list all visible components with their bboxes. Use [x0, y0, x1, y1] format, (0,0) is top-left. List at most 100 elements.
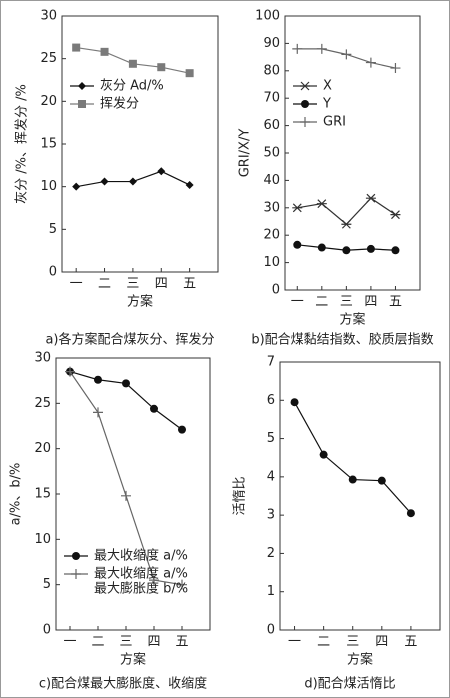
marker [377, 476, 386, 485]
marker [178, 425, 186, 434]
marker [157, 63, 166, 72]
y-tick-label: 20 [40, 94, 57, 109]
y-tick-label: 60 [263, 118, 280, 133]
legend-label: X [323, 79, 332, 94]
y-tick-label: 25 [40, 51, 57, 66]
marker [341, 49, 352, 60]
x-tick-label: 一 [288, 635, 301, 650]
legend-label: 挥发分 [100, 96, 139, 112]
y-tick-label: 3 [267, 508, 275, 523]
marker [72, 182, 81, 191]
series [65, 366, 187, 590]
x-tick-label: 三 [126, 277, 139, 292]
series [66, 367, 186, 434]
series-line [297, 197, 396, 226]
marker [365, 57, 376, 68]
marker [300, 117, 310, 127]
y-tick-label: 50 [263, 146, 280, 161]
y-tick-label: 100 [255, 9, 280, 24]
series [292, 193, 401, 229]
x-tick-label: 一 [63, 635, 76, 650]
x-tick-label: 四 [155, 277, 168, 292]
marker [390, 210, 401, 220]
marker [121, 490, 131, 501]
marker [316, 43, 327, 54]
y-tick-label: 5 [267, 431, 275, 446]
marker [149, 575, 159, 586]
series [72, 43, 194, 78]
x-tick-label: 五 [175, 635, 188, 650]
series [293, 240, 400, 255]
x-tick-label: 二 [91, 635, 104, 650]
marker [185, 69, 194, 78]
y-tick-label: 30 [263, 200, 280, 215]
marker [150, 404, 158, 413]
x-tick-label: 四 [375, 635, 388, 650]
y-tick-label: 15 [40, 137, 57, 152]
y-tick-label: 70 [263, 91, 280, 106]
x-tick-label: 四 [147, 635, 160, 650]
series [72, 167, 194, 191]
caption: b)配合煤黏结指数、胶质层指数 [251, 332, 433, 348]
x-axis-label: 方案 [339, 312, 365, 328]
caption: c)配合煤最大膨胀度、收缩度 [39, 676, 207, 692]
marker [301, 100, 309, 108]
marker [406, 509, 415, 518]
x-axis-label: 方案 [120, 652, 146, 668]
y-tick-label: 7 [267, 355, 275, 370]
marker [128, 59, 137, 68]
plot-frame [61, 15, 219, 273]
plot-frame [284, 15, 421, 291]
y-tick-label: 4 [267, 469, 275, 484]
marker [157, 167, 166, 176]
marker [317, 243, 326, 252]
series [290, 398, 415, 518]
x-tick-label: 二 [315, 295, 328, 310]
marker [292, 43, 303, 54]
y-tick-label: 6 [267, 393, 275, 408]
y-tick-label: 0 [43, 623, 51, 638]
x-tick-label: 二 [98, 277, 111, 292]
x-axis-label: 方案 [127, 294, 153, 310]
y-tick-label: 1 [267, 584, 275, 599]
y-tick-label: 40 [263, 173, 280, 188]
series-line [294, 401, 412, 514]
y-axis-label: 活惰比 [233, 476, 248, 515]
marker [185, 180, 194, 189]
legend-label: 最大收缩度 a/% [94, 548, 188, 564]
y-tick-label: 15 [34, 487, 51, 502]
y-tick-label: 2 [267, 546, 275, 561]
y-axis-label: 灰分 /%、挥发分 /% [14, 84, 30, 204]
y-tick-label: 10 [263, 255, 280, 270]
x-tick-label: 一 [291, 295, 304, 310]
marker [65, 366, 75, 377]
x-tick-label: 三 [346, 635, 359, 650]
legend-note: 最大收缩度 a/% [94, 566, 188, 582]
y-tick-label: 20 [263, 228, 280, 243]
marker [71, 569, 81, 579]
y-tick-label: 0 [272, 283, 280, 298]
y-tick-label: 25 [34, 396, 51, 411]
marker [78, 82, 86, 90]
y-tick-label: 30 [40, 9, 57, 24]
y-tick-label: 0 [267, 623, 275, 638]
x-tick-label: 五 [183, 277, 196, 292]
marker [342, 246, 351, 255]
series [292, 43, 401, 74]
marker [72, 552, 80, 560]
x-tick-label: 五 [389, 295, 402, 310]
marker [366, 244, 375, 253]
marker [319, 450, 328, 459]
marker [365, 193, 376, 203]
caption: d)配合煤活惰比 [304, 677, 395, 692]
legend-label: 灰分 Ad/% [100, 79, 164, 94]
marker [300, 81, 310, 91]
marker [128, 177, 137, 186]
marker [78, 100, 86, 108]
y-tick-label: 20 [34, 441, 51, 456]
y-axis-label: GRI/X/Y [238, 129, 253, 178]
x-tick-label: 四 [364, 295, 377, 310]
marker [390, 63, 401, 74]
legend-label: 最大膨胀度 b/% [94, 581, 188, 597]
x-tick-label: 三 [119, 635, 132, 650]
